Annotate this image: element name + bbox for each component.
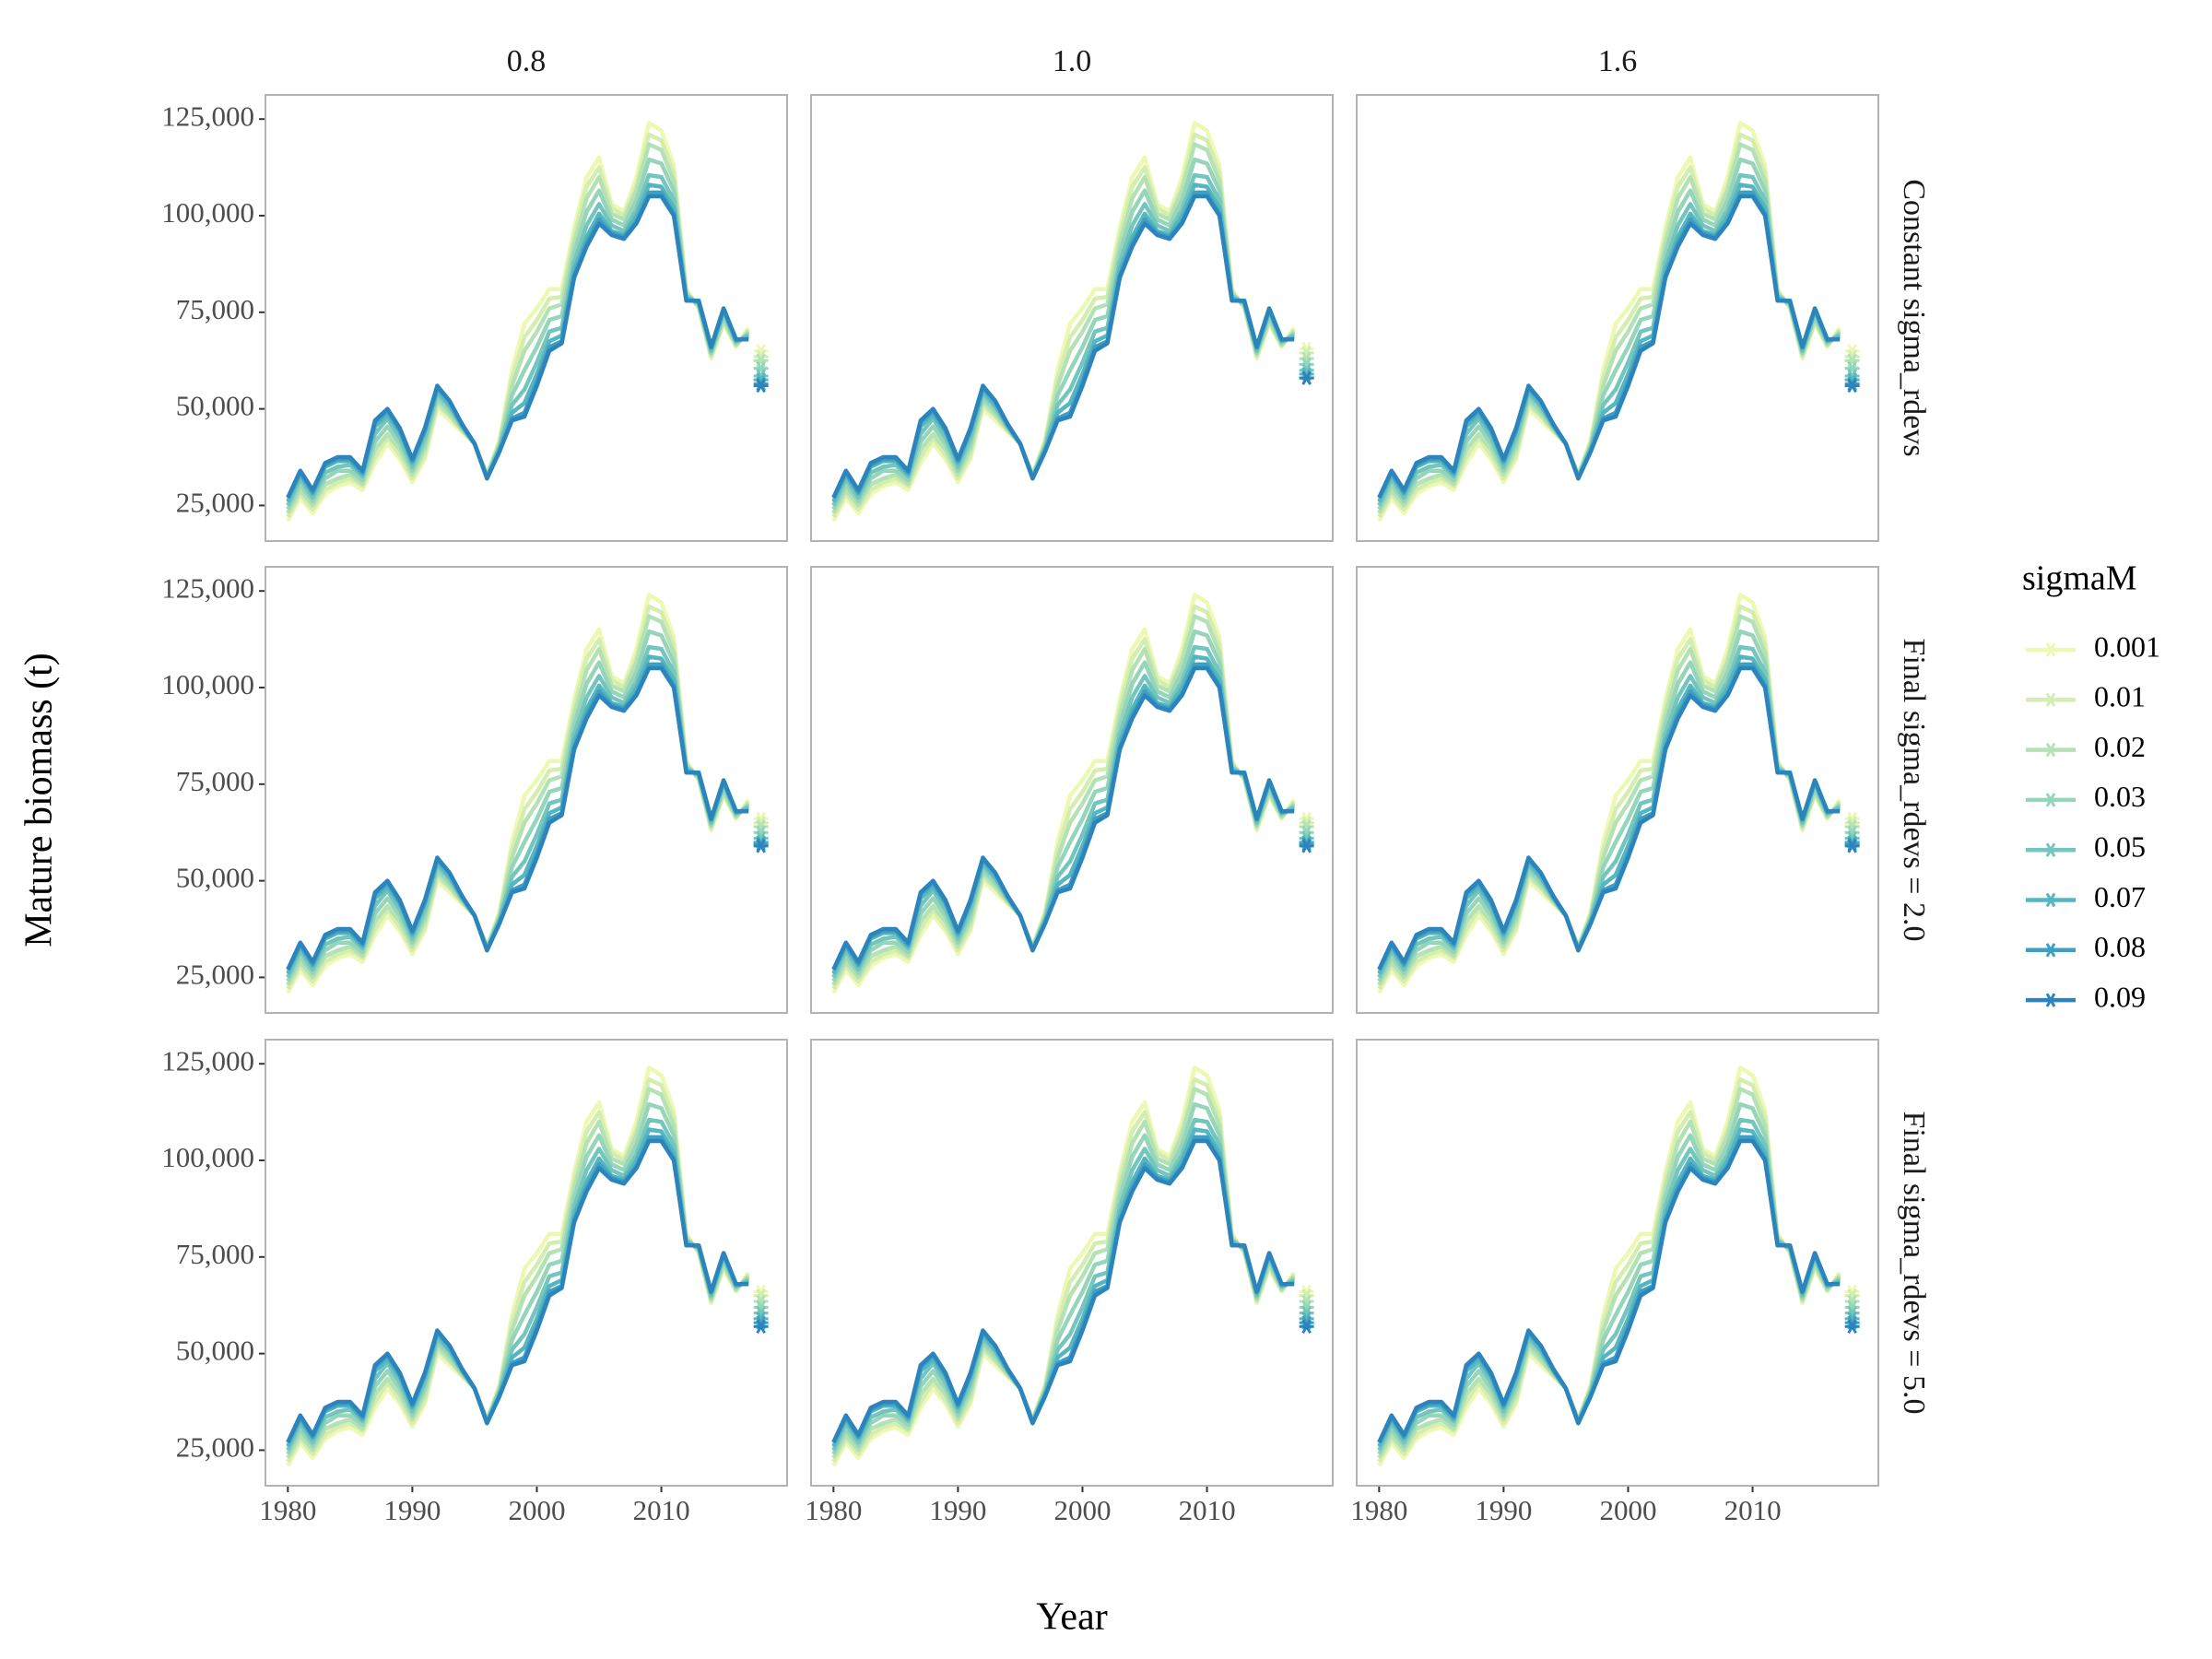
y-tick-label: 75,000 [176,293,254,325]
panel-border [810,566,1334,1014]
y-tick-label: 25,000 [176,1431,254,1464]
legend-key-point [2043,742,2058,758]
series-line [1377,665,1841,971]
y-tick-label: 50,000 [176,1335,254,1367]
panel-border [265,1039,788,1487]
x-tick-label: 2000 [508,1494,565,1526]
legend-label: 0.08 [2094,930,2146,963]
final-point [1844,839,1860,853]
x-tick-label: 1990 [1475,1494,1532,1526]
y-tick-label: 50,000 [176,390,254,422]
y-tick-label: 100,000 [161,196,254,229]
panel: 1980 1990 2000 2010 [805,1039,1334,1526]
x-tick-label: 1980 [259,1494,316,1526]
panel: 25,000 50,000 75,000 100,000 125,000 [161,94,788,542]
final-point [1844,1319,1860,1334]
panel-border [1356,566,1879,1014]
final-point [1844,378,1860,394]
x-tick-label: 1990 [383,1494,441,1526]
final-point [753,378,769,394]
y-tick-label: 125,000 [161,571,254,604]
panel [1356,94,1879,542]
row-strip-label: Final sigma_rdevs = 2.0 [1897,639,1931,942]
panel: 25,000 50,000 75,000 100,000 125,000 1980 1990… [161,1039,788,1526]
panel-border [810,94,1334,542]
series-line [1377,1138,1841,1443]
panel: 1980 1990 2000 2010 [1350,1039,1879,1526]
legend-label: 0.09 [2094,980,2146,1013]
legend-label: 0.01 [2094,680,2146,713]
column-strip-label: 0.8 [507,44,547,78]
x-tick-label: 2000 [1053,1494,1111,1526]
final-point [753,1319,769,1334]
column-strip-label: 1.6 [1598,44,1638,78]
panel [810,566,1334,1014]
legend-title: sigmaM [2022,559,2137,598]
legend-label: 0.05 [2094,830,2146,864]
series-line [831,665,1295,971]
series-line [831,194,1295,499]
y-tick-label: 50,000 [176,862,254,894]
legend-key-point [2043,943,2058,958]
legend-key-point [2043,842,2058,857]
legend-label: 0.07 [2094,880,2146,913]
final-point [1299,1319,1314,1334]
y-tick-label: 75,000 [176,1238,254,1270]
series-line [286,665,749,971]
row-strip-label: Constant sigma_rdevs [1897,179,1931,456]
legend-label: 0.02 [2094,730,2146,763]
row-strip-label: Final sigma_rdevs = 5.0 [1897,1112,1931,1415]
y-tick-label: 100,000 [161,1141,254,1173]
legend-label: 0.001 [2094,629,2160,663]
panel [810,94,1334,542]
x-tick-label: 1980 [1350,1494,1407,1526]
x-tick-label: 2000 [1599,1494,1656,1526]
panel-border [265,566,788,1014]
y-tick-label: 75,000 [176,765,254,797]
legend-key-point [2043,892,2058,908]
y-tick-label: 125,000 [161,100,254,132]
panel-border [810,1039,1334,1487]
x-tick-label: 2010 [633,1494,690,1526]
panel-border [1356,94,1879,542]
y-tick-label: 25,000 [176,959,254,991]
panel-border [265,94,788,542]
column-strip-label: 1.0 [1053,44,1092,78]
panel-border [1356,1039,1879,1487]
y-tick-label: 25,000 [176,487,254,519]
series-line [286,1138,749,1443]
final-point [1299,371,1314,385]
x-tick-label: 2010 [1179,1494,1236,1526]
x-tick-label: 1980 [805,1494,862,1526]
final-point [1299,839,1314,853]
series-line [286,194,749,499]
y-tick-label: 100,000 [161,668,254,700]
final-point [753,839,769,853]
panel: 25,000 50,000 75,000 100,000 125,000 [161,566,788,1014]
series-line [831,1138,1295,1443]
y-axis-title: Mature biomass (t) [18,653,61,947]
legend-key-point [2043,692,2058,708]
x-tick-label: 1990 [929,1494,986,1526]
panel [1356,566,1879,1014]
legend-key-point [2043,642,2058,657]
legend-key-point [2043,993,2058,1007]
legend-key-point [2043,793,2058,807]
x-axis-title: Year [1036,1596,1107,1639]
legend-label: 0.03 [2094,780,2146,813]
y-tick-label: 125,000 [161,1044,254,1077]
series-line [1377,194,1841,499]
x-tick-label: 2010 [1724,1494,1782,1526]
